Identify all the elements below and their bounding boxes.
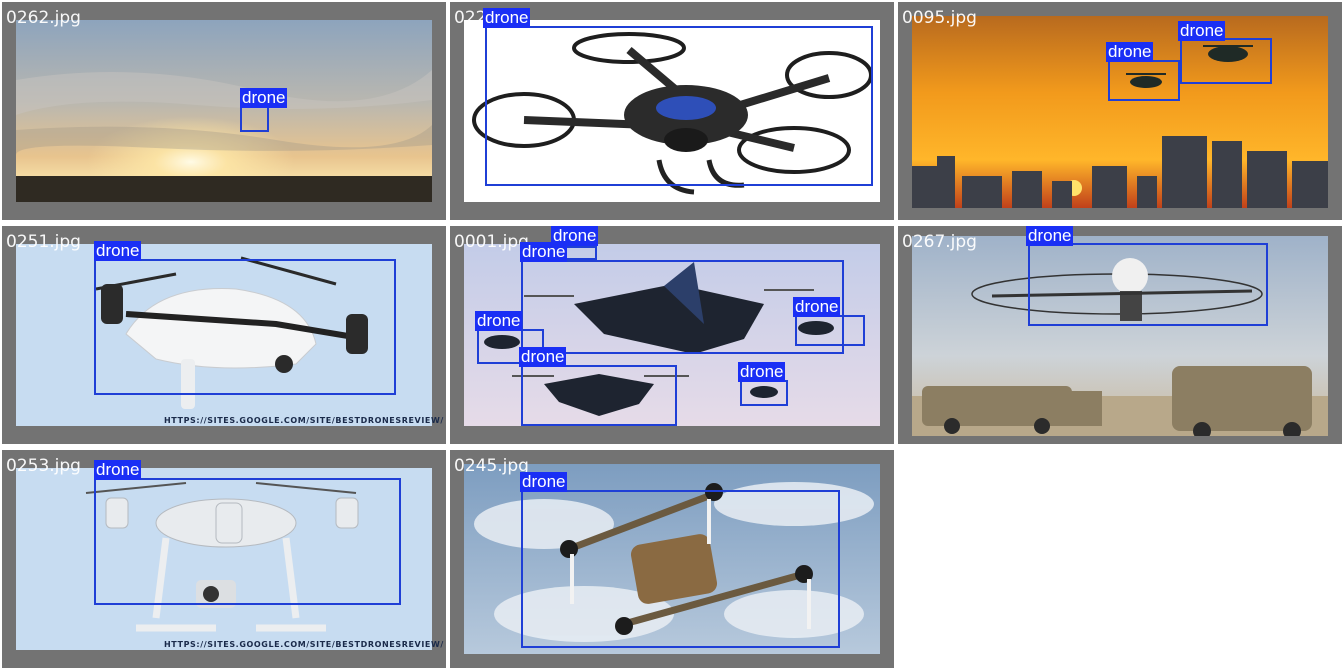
image-tile: HTTPS://SITES.GOOGLE.COM/SITE/BESTDRONES…	[2, 226, 446, 444]
product-photo	[16, 468, 432, 650]
detection-box	[1180, 38, 1272, 84]
image-tile: 0095.jpg drone drone	[898, 2, 1342, 220]
image-tile: 0262.jpg drone	[2, 2, 446, 220]
filename-label: 0267.jpg	[902, 232, 977, 252]
detection-box	[1108, 60, 1180, 101]
detection-label: drone	[483, 8, 531, 28]
image-tile: HTTPS://SITES.GOOGLE.COM/SITE/BESTDRONES…	[2, 450, 446, 668]
filename-label: 0253.jpg	[6, 456, 81, 476]
drone-silhouettes	[1126, 45, 1253, 88]
detection-label: drone	[94, 460, 142, 480]
detection-box	[795, 315, 865, 346]
detection-label: drone	[738, 362, 786, 382]
sunset-scene	[16, 20, 432, 202]
image-tile: 0267.jpg drone	[898, 226, 1342, 444]
detection-label: drone	[793, 297, 841, 317]
image-tile: 0001.jpg drone drone drone drone drone d…	[450, 226, 894, 444]
mavic-drawing	[95, 256, 368, 409]
detection-label: drone	[94, 241, 142, 261]
detection-label: drone	[519, 347, 567, 367]
watermark-text: HTTPS://SITES.GOOGLE.COM/SITE/BESTDRONES…	[164, 640, 444, 649]
sunset-photo	[16, 20, 432, 202]
filename-label: 0245.jpg	[454, 456, 529, 476]
detection-box	[94, 478, 401, 605]
multi-drone-photo	[464, 244, 880, 426]
detection-box	[521, 260, 844, 354]
phantom-drawing	[85, 482, 359, 632]
military-scene	[912, 236, 1328, 436]
detection-label: drone	[240, 88, 288, 108]
detection-label: drone	[520, 472, 568, 492]
detection-label: drone	[1106, 42, 1154, 62]
detection-label: drone	[1026, 226, 1074, 246]
cargo-drone-scene	[464, 464, 880, 654]
quadcopter-drawing	[472, 32, 873, 195]
watermark-text: HTTPS://SITES.GOOGLE.COM/SITE/BESTDRONES…	[164, 416, 444, 425]
detection-label: drone	[551, 226, 599, 246]
detection-box	[240, 106, 269, 132]
detection-label: drone	[475, 311, 523, 331]
product-photo	[16, 244, 432, 426]
detection-label: drone	[520, 242, 568, 262]
filename-label: 0262.jpg	[6, 8, 81, 28]
detection-label: drone	[1178, 21, 1226, 41]
detection-box	[485, 26, 873, 186]
detection-box	[1028, 243, 1268, 326]
military-photo	[912, 236, 1328, 436]
cargo-drone-photo	[464, 464, 880, 654]
image-tile: 0245.jpg drone	[450, 450, 894, 668]
filename-label: 0001.jpg	[454, 232, 529, 252]
drone-group-scene	[464, 244, 880, 426]
detection-box	[740, 380, 788, 406]
product-photo	[464, 20, 880, 202]
detection-box	[94, 259, 396, 395]
filename-label: 0095.jpg	[902, 8, 977, 28]
detection-box	[521, 490, 840, 648]
image-tile: 0221.jpg drone	[450, 2, 894, 220]
detection-box	[521, 365, 677, 426]
filename-label: 0251.jpg	[6, 232, 81, 252]
